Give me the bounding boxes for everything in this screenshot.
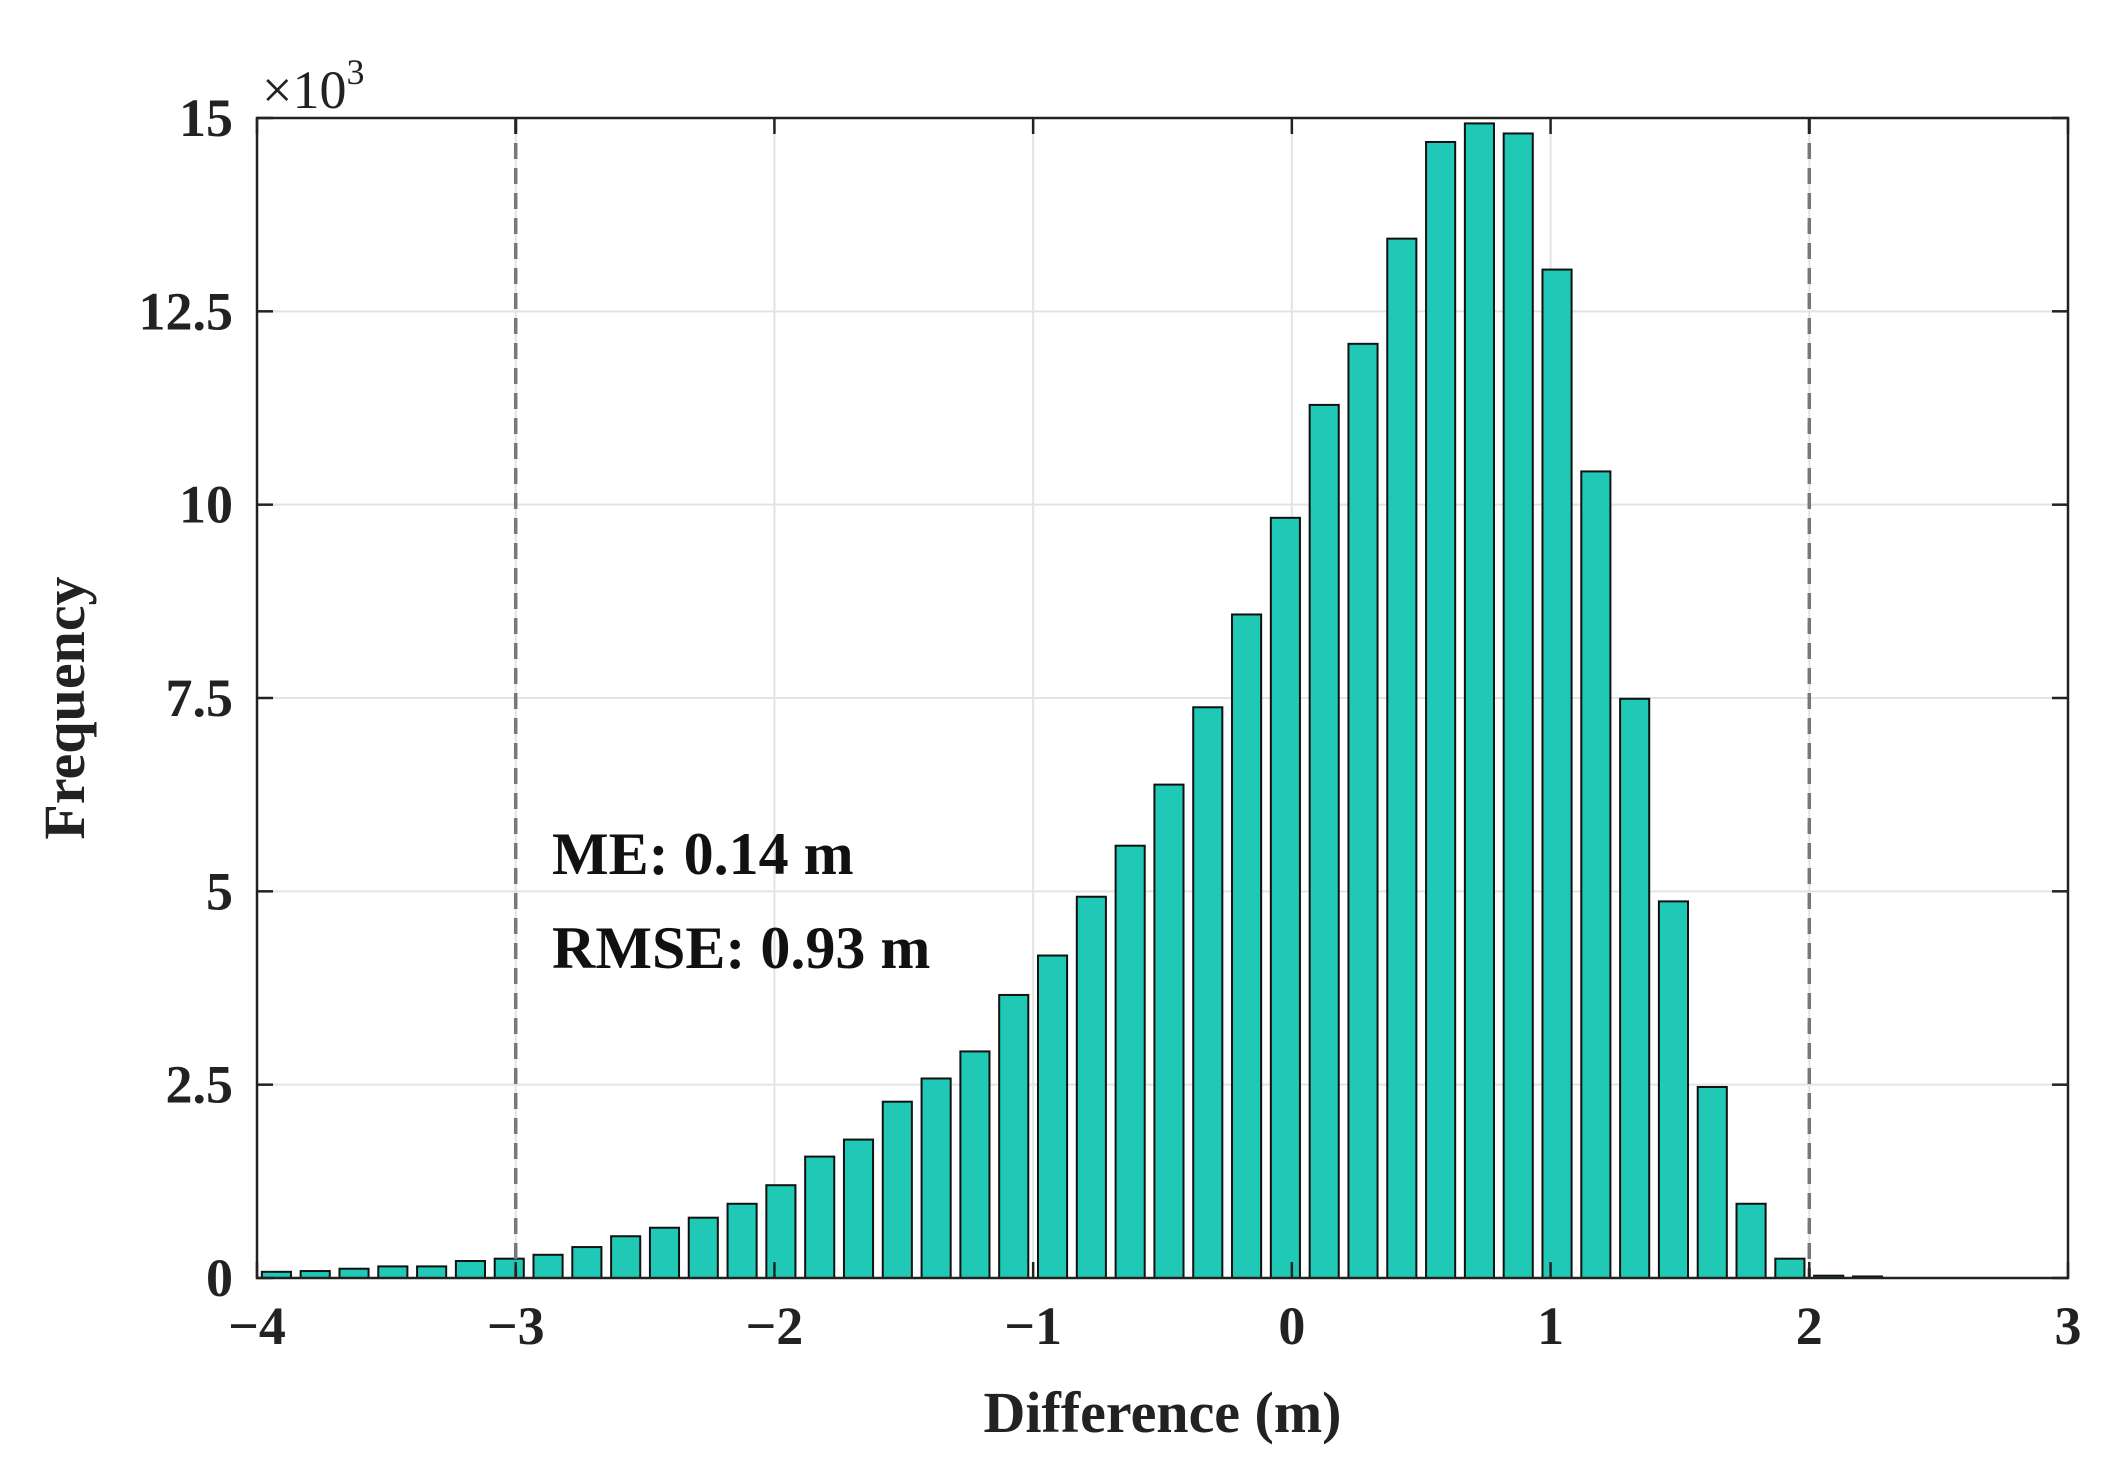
y-tick-label: 7.5: [166, 668, 234, 728]
histogram-bar: [1502, 132, 1534, 1279]
histogram-bar: [1774, 1257, 1806, 1279]
y-axis-exponent-base: ×10: [262, 60, 346, 120]
histogram-bar: [1231, 613, 1263, 1279]
histogram-bar: [377, 1265, 409, 1280]
histogram-bar: [338, 1267, 370, 1279]
histogram-bar: [1696, 1085, 1728, 1280]
histogram-bar: [881, 1100, 913, 1280]
histogram-bar: [648, 1226, 681, 1279]
x-tick-label: −3: [487, 1296, 545, 1356]
histogram-bar: [804, 1155, 836, 1279]
y-tick-label: 15: [179, 88, 233, 148]
y-tick-label: 2.5: [166, 1055, 234, 1115]
histogram-bar: [1735, 1202, 1767, 1280]
histogram-bar: [1541, 268, 1573, 1280]
y-axis-exponent-power: 3: [346, 52, 364, 92]
histogram-bar: [1114, 844, 1146, 1279]
histogram-bar: [920, 1077, 952, 1279]
histogram-bar: [1657, 900, 1690, 1279]
reference-lines: [513, 118, 1812, 1278]
histogram-bar: [998, 993, 1030, 1280]
histogram-bar: [1619, 697, 1651, 1279]
y-axis-label: Frequency: [32, 576, 97, 839]
y-axis-exponent: ×103: [262, 52, 364, 120]
histogram-bar: [1192, 706, 1224, 1279]
histogram-bar: [532, 1253, 564, 1280]
histogram-bar: [959, 1050, 991, 1279]
x-tick-label: 3: [2055, 1296, 2082, 1356]
histogram-bar: [1075, 895, 1107, 1279]
x-tick-label: 1: [1537, 1296, 1564, 1356]
x-tick-label: 0: [1278, 1296, 1305, 1356]
histogram-bar: [1269, 516, 1301, 1279]
histogram-bar: [1036, 954, 1069, 1280]
histogram-bars: [260, 122, 1884, 1280]
histogram-bar: [1580, 470, 1612, 1279]
histogram-bar: [765, 1184, 797, 1279]
histogram-bar: [842, 1138, 875, 1280]
histogram-bar: [726, 1202, 758, 1280]
histogram-bar: [571, 1246, 603, 1279]
annotation-rmse: RMSE: 0.93 m: [552, 915, 930, 981]
x-tick-label: −1: [1004, 1296, 1062, 1356]
y-tick-label: 12.5: [139, 281, 234, 341]
x-axis-label: Difference (m): [984, 1380, 1342, 1445]
x-tick-label: 2: [1796, 1296, 1823, 1356]
x-tick-label: −2: [746, 1296, 804, 1356]
histogram-bar: [454, 1259, 486, 1280]
y-tick-label: 5: [206, 861, 233, 921]
histogram-bar: [493, 1257, 525, 1279]
histogram-bar: [687, 1216, 719, 1280]
annotation-me: ME: 0.14 m: [552, 821, 854, 887]
histogram-bar: [416, 1265, 448, 1280]
axis-ticks: −4 −3 −2 −1 0 1 2 3 0 2.5 5 7.5 10 12.5 15: [139, 88, 2082, 1356]
histogram-bar: [1463, 122, 1495, 1279]
histogram-bar: [1386, 237, 1418, 1279]
x-tick-label: −4: [228, 1296, 286, 1356]
y-tick-label: 0: [206, 1248, 233, 1308]
histogram-bar: [1347, 342, 1379, 1279]
y-tick-label: 10: [179, 475, 233, 535]
histogram-bar: [1153, 783, 1185, 1279]
histogram-bar: [610, 1235, 642, 1279]
histogram-bar: [1425, 140, 1457, 1279]
histogram-bar: [1308, 403, 1340, 1279]
